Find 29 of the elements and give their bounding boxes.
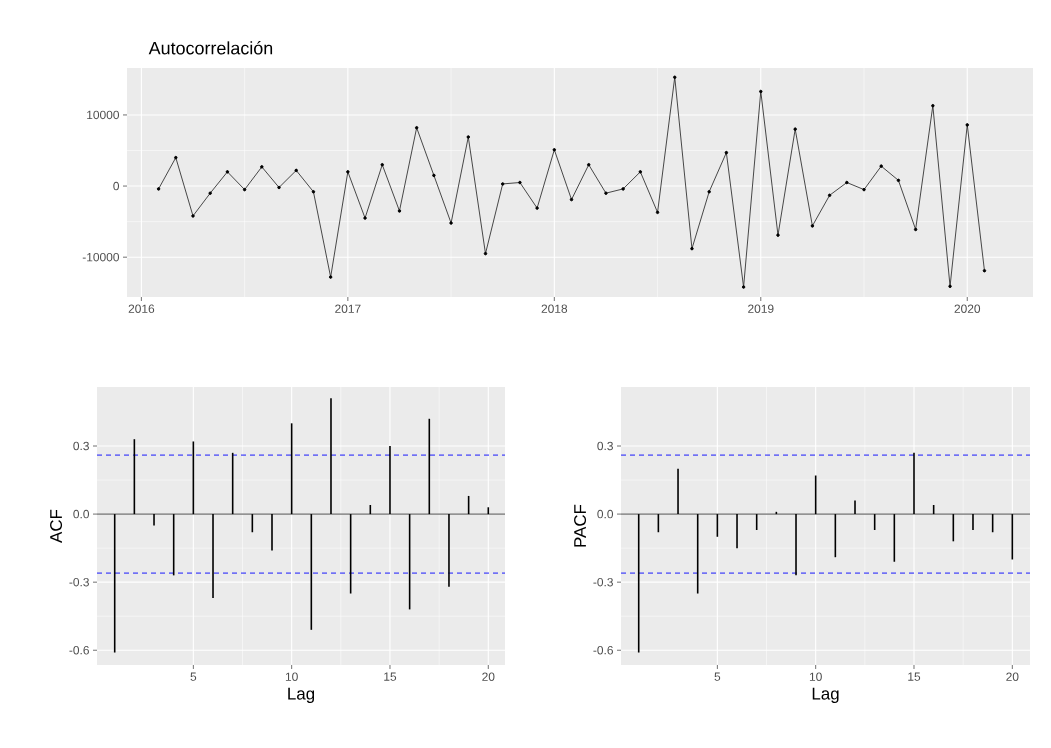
x-axis-title: Lag xyxy=(288,687,315,703)
x-tick-label: 5 xyxy=(714,672,721,681)
y-axis-title: PACF xyxy=(574,504,587,547)
y-tick-label: -0.3 xyxy=(593,577,613,587)
x-tick-label: 2018 xyxy=(541,304,568,313)
y-tick-label: 0.3 xyxy=(73,441,89,451)
x-tick-label: 20 xyxy=(1006,672,1019,681)
y-tick-label: -0.6 xyxy=(593,646,613,655)
y-tick-label: 0.0 xyxy=(597,509,614,519)
y-tick-label: 0.0 xyxy=(73,509,90,519)
x-tick-label: 10 xyxy=(285,672,298,681)
y-tick-label: 10000 xyxy=(87,110,120,120)
y-tick-label: 0.3 xyxy=(597,441,613,451)
x-tick-label: 2017 xyxy=(335,304,361,313)
x-tick-label: 2020 xyxy=(954,304,981,313)
y-tick-label: -0.6 xyxy=(69,646,89,655)
y-tick-label: -0.3 xyxy=(69,577,89,587)
y-tick-label: 0 xyxy=(113,181,120,191)
x-tick-label: 15 xyxy=(908,672,921,681)
x-tick-label: 15 xyxy=(384,672,397,681)
chart-title: Autocorrelación xyxy=(148,41,273,55)
x-tick-label: 2019 xyxy=(748,304,774,313)
y-axis-title: ACF xyxy=(50,509,63,543)
x-tick-label: 20 xyxy=(482,672,495,681)
x-tick-label: 10 xyxy=(809,672,822,681)
y-tick-label: -10000 xyxy=(82,252,120,262)
x-tick-label: 2016 xyxy=(128,304,155,313)
x-axis-title: Lag xyxy=(812,687,839,703)
x-tick-label: 5 xyxy=(190,672,197,681)
